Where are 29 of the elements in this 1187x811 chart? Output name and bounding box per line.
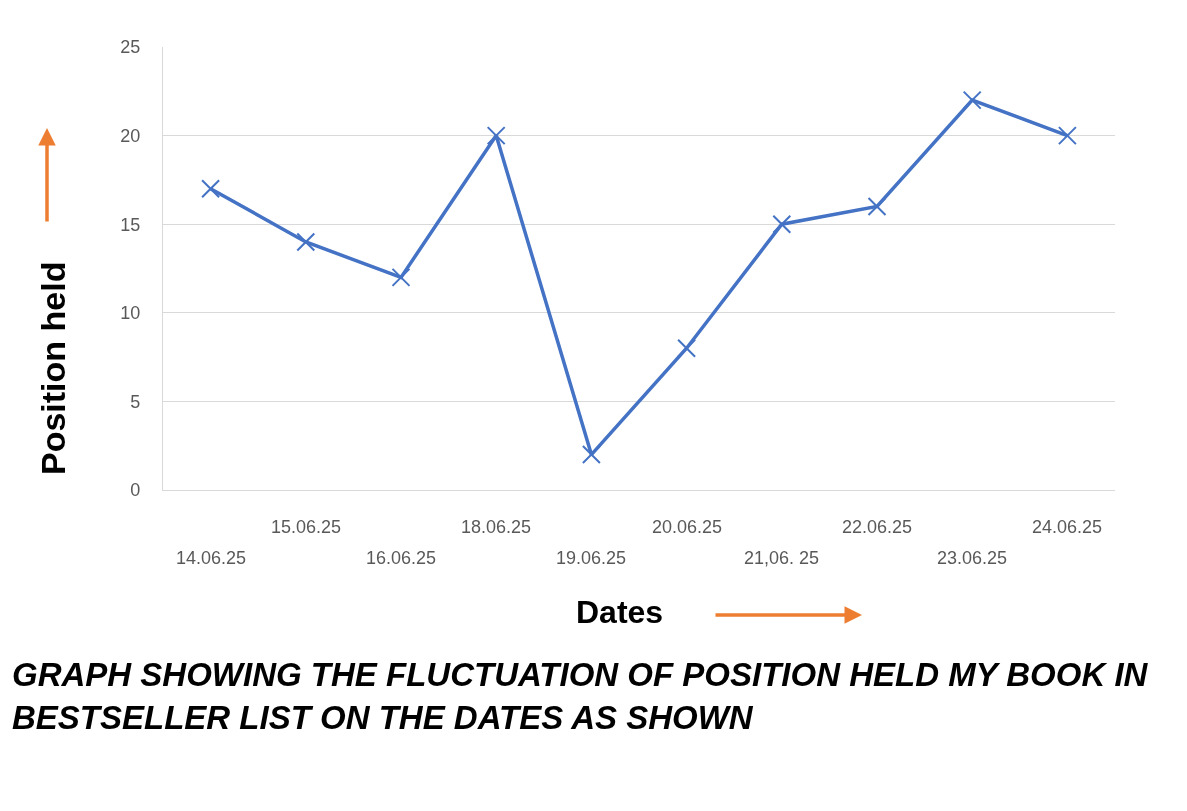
point [1057, 126, 1077, 146]
y-tick-label: 10 [120, 303, 141, 324]
point [581, 445, 601, 465]
x-tick-label: 19.06.25 [556, 548, 627, 568]
point [962, 90, 982, 110]
x-tick-label: 16.06.25 [366, 548, 437, 568]
x-axis-title: Dates [576, 594, 664, 630]
text: GRAPH SHOWING THE FLUCTUATION OF POSITION HELD MY BOOK IN BESTSELLER LIST ON THE DATES AS SHOWN [12, 656, 1149, 736]
y-tick-label: 5 [130, 391, 141, 412]
point [772, 214, 792, 234]
y-tick-label: 15 [120, 214, 141, 235]
point [201, 179, 221, 199]
x-tick-label: 23.06.25 [937, 548, 1008, 568]
x-tick-label: 24.06.25 [1032, 517, 1103, 537]
point [486, 126, 506, 146]
y-tick-label: 0 [130, 480, 141, 501]
x-tick-label: 15.06.25 [271, 517, 342, 537]
point [677, 338, 697, 358]
point [391, 267, 411, 287]
y-tick-label: 20 [120, 125, 141, 146]
x-tick-label: 22.06.25 [842, 517, 913, 537]
x-tick-label: 14.06.25 [176, 548, 247, 568]
point [296, 232, 316, 252]
x-tick-label: 20.06.25 [652, 517, 723, 537]
x-tick-label: 18.06.25 [461, 517, 532, 537]
point [867, 196, 887, 216]
y-tick-label: 25 [120, 37, 141, 58]
y-axis-title: Position held [34, 261, 72, 475]
x-tick-label: 21,06. 25 [744, 548, 820, 568]
